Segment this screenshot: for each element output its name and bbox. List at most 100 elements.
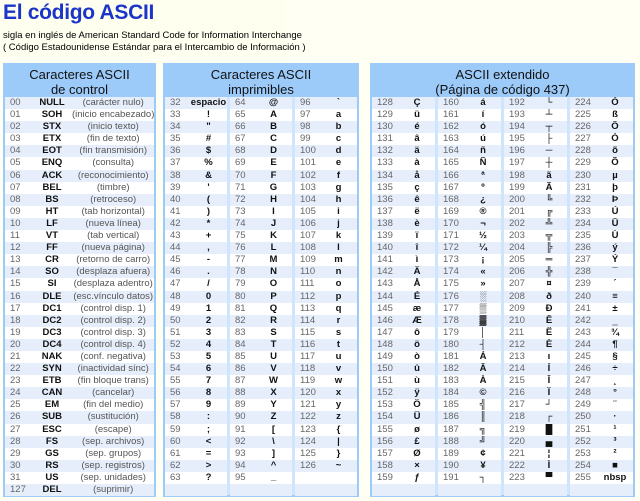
char-cell: w (334, 375, 343, 387)
char-cell: Ô (611, 121, 619, 133)
description-cell: (nueva página) (81, 242, 145, 254)
table-row: 185 ╣ (438, 399, 501, 412)
code-cell: 140 (377, 242, 393, 254)
code-cell: 245 (575, 350, 591, 362)
char-cell: ┤ (479, 338, 487, 350)
code-cell: 82 (235, 314, 246, 326)
control-title-line2: de control (50, 82, 109, 97)
code-cell: 90 (235, 411, 246, 423)
table-row (295, 471, 357, 484)
char-cell: y (335, 399, 342, 411)
code-cell: 22 (10, 363, 21, 375)
char-cell: ½ (479, 230, 487, 242)
description-cell: (nueva línea) (85, 217, 141, 229)
char-cell: æ (412, 302, 422, 314)
table-row: 57 9 (165, 399, 227, 412)
code-cell: 152 (377, 387, 393, 399)
char-cell: 7 (205, 375, 212, 387)
code-cell: 173 (443, 254, 459, 266)
code-cell: 195 (509, 133, 525, 145)
table-row: 130 é (372, 121, 435, 134)
code-cell: 34 (170, 121, 181, 133)
table-row: 06 ACK (reconocimiento) (5, 169, 155, 182)
table-row: 226 Ô (570, 121, 633, 134)
table-row: 33! (165, 109, 227, 122)
table-row: 85 U (230, 350, 292, 364)
table-row: 122 z (295, 411, 357, 424)
char-cell: _ (270, 471, 277, 483)
table-row: 38 & (165, 169, 227, 182)
char-cell: 6 (205, 363, 212, 375)
code-cell: 126 (300, 459, 316, 471)
char-cell: : (206, 411, 211, 423)
code-cell: 156 (377, 435, 393, 447)
abbr-cell: SOH (41, 109, 63, 121)
code-cell: 255 (575, 471, 591, 483)
code-cell: 84 (235, 338, 246, 350)
table-row: 78 N (230, 266, 292, 279)
code-cell: 16 (10, 290, 21, 302)
abbr-cell: DEL (42, 484, 62, 495)
table-row: 196 ─ (504, 145, 567, 158)
abbr-cell: EOT (42, 145, 62, 157)
code-cell: 50 (170, 314, 181, 326)
table-column: 128 Ç 129 ü 130 é 131 â 132 ä 133 à 134 å 135 ç 136 ê 137 ë… (372, 97, 435, 497)
table-row: 244 ¶ (570, 338, 633, 351)
table-row: 255 nbsp (570, 471, 633, 484)
char-cell: ë (414, 205, 420, 217)
code-cell: 147 (377, 326, 393, 338)
code-cell: 211 (509, 326, 525, 338)
table-row: 135 ç (372, 181, 435, 194)
printable-title-line1: Caracteres ASCII (210, 67, 312, 82)
table-row: 30 RS (sep. registros) (5, 459, 155, 472)
printable-panel-header: Caracteres ASCII imprimibles (165, 65, 357, 97)
table-row: 215 Î (504, 375, 567, 388)
code-cell: 70 (235, 169, 246, 181)
code-cell: 06 (10, 169, 21, 181)
char-cell: e (335, 157, 342, 169)
description-cell: (fin bloque trans) (77, 375, 149, 387)
code-cell: 116 (300, 338, 316, 350)
char-cell: ' (207, 181, 210, 193)
table-row (165, 484, 227, 497)
char-cell: £ (414, 435, 420, 447)
code-cell: 157 (377, 447, 393, 459)
table-row: 21 NAK (conf. negativa) (5, 350, 155, 364)
table-row: 145 æ (372, 302, 435, 315)
code-cell: 115 (300, 326, 316, 338)
char-cell: x (335, 387, 342, 399)
char-cell: í (481, 109, 485, 121)
table-row: 24 CAN (cancelar) (5, 387, 155, 400)
code-cell: 73 (235, 205, 246, 217)
table-column: 64 @65 A 66 B 67 C 68 D 69 E 70 F 71 G 72 H 73 I 74 J 75 K 76 L 7… (230, 97, 292, 497)
char-cell: ø (414, 423, 420, 435)
code-cell: 66 (235, 121, 246, 133)
abbr-cell: GS (45, 447, 59, 459)
char-cell: G (269, 181, 278, 193)
abbr-cell: CAN (41, 387, 63, 399)
table-row: 235 Ù (570, 230, 633, 243)
char-cell: ö (414, 338, 420, 350)
abbr-cell: CR (45, 254, 59, 266)
code-cell: 180 (443, 338, 459, 350)
char-cell: a (335, 109, 342, 121)
code-cell: 209 (509, 302, 525, 314)
code-cell: 252 (575, 435, 591, 447)
table-row: 121 y (295, 399, 357, 412)
table-row: 59; (165, 423, 227, 436)
char-cell: 8 (205, 387, 212, 399)
char-cell: Ý (611, 254, 619, 266)
table-row: 149 ò (372, 350, 435, 364)
table-row: 159 ƒ (372, 471, 435, 484)
table-row: 79 O (230, 278, 292, 291)
char-cell: Ü (413, 411, 421, 423)
description-cell: (sep. archivos) (82, 435, 145, 447)
char-cell: ì (415, 254, 419, 266)
printable-table: 32 espacio 33! 34 " 35 #36 $37% 38 & 39 ' 40(41) 42 * 4… (165, 97, 357, 497)
char-cell: l (337, 242, 340, 254)
code-cell: 153 (377, 399, 393, 411)
description-cell: (sustitución) (87, 411, 139, 423)
table-row: 229 Õ (570, 157, 633, 170)
char-cell: 4 (205, 338, 212, 350)
code-cell: 107 (300, 230, 316, 242)
